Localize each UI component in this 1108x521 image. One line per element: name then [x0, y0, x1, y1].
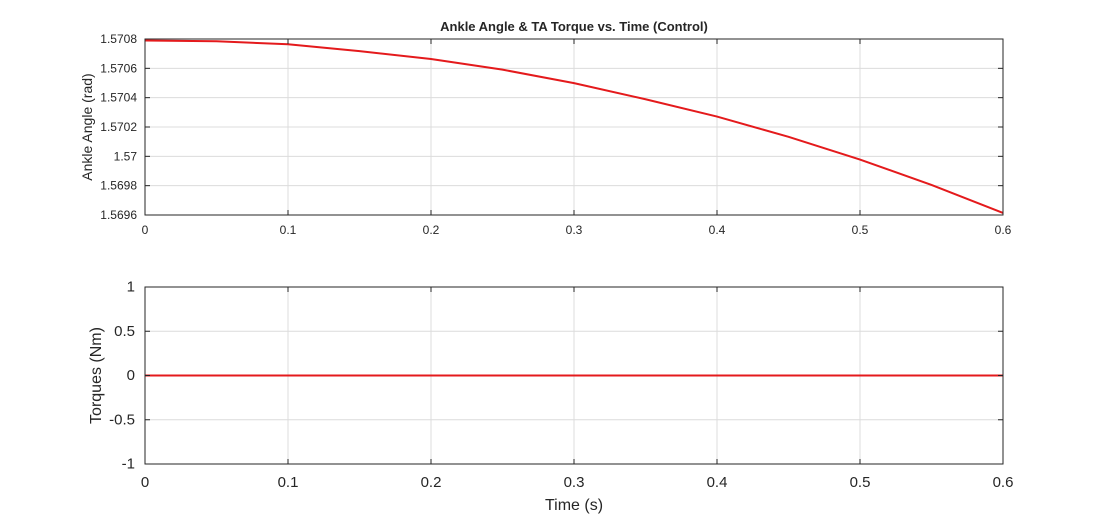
angle-series-layer: [144, 39, 1004, 214]
angle-y-tick-label: 1.5702: [100, 120, 137, 134]
torque-y-tick-label: -1: [122, 456, 135, 473]
angle-x-tick-label: 0.3: [566, 223, 583, 237]
angle-y-tick-label: 1.57: [114, 149, 138, 163]
angle-x-tick-label: 0.1: [280, 223, 297, 237]
angle-y-tick-label: 1.5706: [100, 61, 137, 75]
torque-y-tick-label: -0.5: [109, 411, 135, 428]
torque-x-axis-label: Time (s): [545, 497, 603, 514]
torque-x-tick-label: 0.6: [993, 474, 1014, 491]
angle-x-tick-label: 0.2: [423, 223, 440, 237]
torque-x-tick-label: 0.1: [278, 474, 299, 491]
angle-x-tick-label: 0.6: [995, 223, 1012, 237]
torque-ticks: 0 0.1 0.2 0.3 0.4 0.5 0.6 -1 -0.5 0 0.5 1: [109, 279, 1013, 492]
torque-x-tick-label: 0.4: [707, 474, 728, 491]
chart-title: Ankle Angle & TA Torque vs. Time (Contro…: [440, 19, 708, 34]
angle-x-tick-label: 0: [142, 223, 149, 237]
torque-y-tick-label: 1: [127, 279, 135, 296]
torque-x-tick-label: 0: [141, 474, 149, 491]
angle-subplot: 0 0.1 0.2 0.3 0.4 0.5 0.6 1.5696 1.5698 1.57 1.570…: [79, 19, 1012, 237]
torque-x-tick-label: 0.3: [564, 474, 585, 491]
torque-x-tick-label: 0.5: [850, 474, 871, 491]
angle-series-line: [144, 39, 1004, 214]
angle-y-tick-label: 1.5708: [100, 32, 137, 46]
angle-y-axis-label: Ankle Angle (rad): [79, 73, 95, 180]
angle-y-tick-label: 1.5696: [100, 208, 137, 222]
torque-y-axis-label: Torques (Nm): [88, 327, 105, 424]
torque-y-tick-label: 0.5: [114, 323, 135, 340]
angle-grid: [144, 38, 1004, 216]
torque-x-tick-label: 0.2: [421, 474, 442, 491]
angle-y-tick-label: 1.5698: [100, 179, 137, 193]
angle-x-tick-label: 0.5: [852, 223, 869, 237]
angle-y-tick-label: 1.5704: [100, 91, 137, 105]
torque-y-tick-label: 0: [127, 367, 135, 384]
angle-ticks: 0 0.1 0.2 0.3 0.4 0.5 0.6 1.5696 1.5698 1.57 1.570…: [100, 32, 1011, 237]
torque-subplot: 0 0.1 0.2 0.3 0.4 0.5 0.6-1-0.500.51 Time (s) …: [88, 279, 1013, 515]
angle-x-tick-label: 0.4: [709, 223, 726, 237]
